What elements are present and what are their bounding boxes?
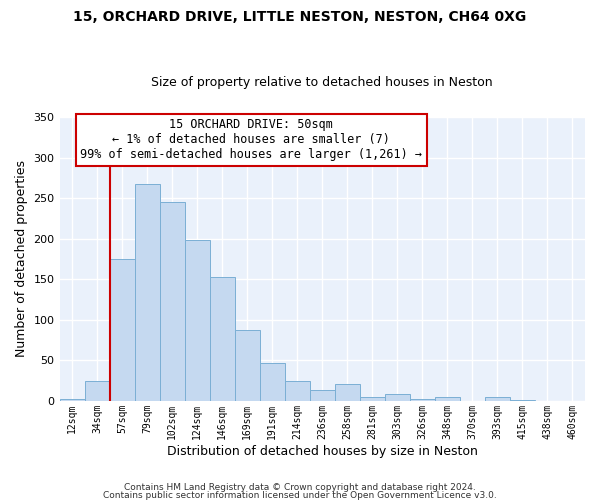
Bar — [134, 184, 160, 401]
Text: Contains HM Land Registry data © Crown copyright and database right 2024.: Contains HM Land Registry data © Crown c… — [124, 484, 476, 492]
Text: 15, ORCHARD DRIVE, LITTLE NESTON, NESTON, CH64 0XG: 15, ORCHARD DRIVE, LITTLE NESTON, NESTON… — [73, 10, 527, 24]
Title: Size of property relative to detached houses in Neston: Size of property relative to detached ho… — [151, 76, 493, 90]
Y-axis label: Number of detached properties: Number of detached properties — [15, 160, 28, 358]
Bar — [510, 400, 535, 401]
Bar — [410, 400, 435, 401]
Bar — [209, 277, 235, 401]
Bar — [185, 240, 209, 401]
Bar — [235, 330, 260, 401]
Bar — [160, 202, 185, 401]
Bar — [485, 397, 510, 401]
Bar — [385, 394, 410, 401]
Bar — [310, 390, 335, 401]
Bar — [59, 400, 85, 401]
X-axis label: Distribution of detached houses by size in Neston: Distribution of detached houses by size … — [167, 444, 478, 458]
Bar — [360, 397, 385, 401]
Text: 15 ORCHARD DRIVE: 50sqm
← 1% of detached houses are smaller (7)
99% of semi-deta: 15 ORCHARD DRIVE: 50sqm ← 1% of detached… — [80, 118, 422, 162]
Bar — [335, 384, 360, 401]
Bar — [260, 363, 285, 401]
Bar — [285, 380, 310, 401]
Bar — [85, 382, 110, 401]
Bar — [435, 397, 460, 401]
Bar — [110, 259, 134, 401]
Text: Contains public sector information licensed under the Open Government Licence v3: Contains public sector information licen… — [103, 490, 497, 500]
